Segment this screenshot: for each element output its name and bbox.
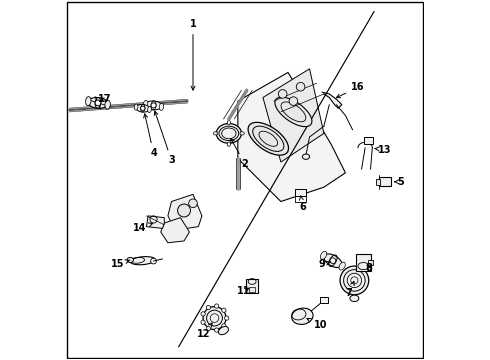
Polygon shape <box>238 72 345 202</box>
Circle shape <box>201 312 205 316</box>
Ellipse shape <box>130 257 155 265</box>
Circle shape <box>330 258 336 264</box>
Text: 3: 3 <box>154 111 175 165</box>
Polygon shape <box>147 216 164 228</box>
Bar <box>375 179 380 185</box>
Bar <box>246 279 258 293</box>
Circle shape <box>206 305 211 310</box>
Circle shape <box>289 97 298 105</box>
Ellipse shape <box>86 96 91 105</box>
Ellipse shape <box>339 262 345 270</box>
Ellipse shape <box>240 132 245 135</box>
Text: 7: 7 <box>345 282 354 298</box>
Circle shape <box>201 320 205 324</box>
Circle shape <box>177 204 191 217</box>
Text: 4: 4 <box>144 114 157 158</box>
Ellipse shape <box>88 98 108 108</box>
Text: 6: 6 <box>299 196 306 212</box>
Circle shape <box>189 199 197 208</box>
Circle shape <box>203 307 226 329</box>
Ellipse shape <box>275 97 312 127</box>
Ellipse shape <box>147 107 151 113</box>
Text: 9: 9 <box>318 259 331 269</box>
Ellipse shape <box>134 104 138 110</box>
Ellipse shape <box>214 132 218 135</box>
Ellipse shape <box>127 257 133 262</box>
Circle shape <box>221 324 226 328</box>
Bar <box>364 137 373 144</box>
Text: 13: 13 <box>375 144 392 154</box>
Text: 17: 17 <box>98 94 112 104</box>
Ellipse shape <box>227 142 230 146</box>
Circle shape <box>278 90 287 98</box>
Bar <box>356 255 370 271</box>
Text: 11: 11 <box>237 286 250 296</box>
Bar <box>320 297 328 303</box>
Text: 8: 8 <box>365 263 372 273</box>
Bar <box>379 177 391 186</box>
Ellipse shape <box>248 122 289 155</box>
Ellipse shape <box>320 251 327 259</box>
Ellipse shape <box>216 123 242 143</box>
Ellipse shape <box>227 121 230 125</box>
Ellipse shape <box>292 308 313 324</box>
Ellipse shape <box>146 101 162 110</box>
Polygon shape <box>263 69 324 162</box>
Circle shape <box>95 100 101 106</box>
Circle shape <box>221 308 226 312</box>
Circle shape <box>340 266 368 295</box>
Text: 5: 5 <box>394 177 404 187</box>
Text: 1: 1 <box>190 19 196 90</box>
Polygon shape <box>322 92 342 108</box>
Circle shape <box>151 103 156 108</box>
Ellipse shape <box>144 100 148 108</box>
Bar <box>295 189 306 197</box>
Polygon shape <box>168 194 202 230</box>
Ellipse shape <box>350 295 359 302</box>
Circle shape <box>141 106 145 111</box>
Ellipse shape <box>159 103 164 111</box>
Circle shape <box>215 304 219 308</box>
Text: 2: 2 <box>231 139 248 169</box>
Bar <box>368 260 373 265</box>
Text: 15: 15 <box>111 259 130 269</box>
Ellipse shape <box>136 104 149 112</box>
Polygon shape <box>161 218 190 243</box>
Ellipse shape <box>219 327 228 335</box>
Bar <box>249 287 255 292</box>
Text: 10: 10 <box>307 319 327 330</box>
Ellipse shape <box>324 254 342 267</box>
Circle shape <box>151 258 156 264</box>
Circle shape <box>206 327 211 331</box>
Circle shape <box>224 316 229 320</box>
Circle shape <box>215 328 219 332</box>
Ellipse shape <box>105 100 110 109</box>
Ellipse shape <box>302 154 310 159</box>
Text: 16: 16 <box>336 82 365 98</box>
Text: 14: 14 <box>132 223 152 233</box>
Text: 12: 12 <box>197 323 212 339</box>
Circle shape <box>296 82 305 91</box>
